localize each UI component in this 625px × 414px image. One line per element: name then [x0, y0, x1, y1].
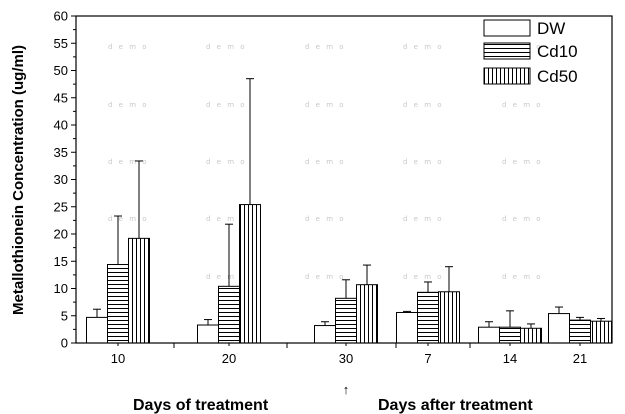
- bars-layer: [86, 78, 612, 344]
- watermark-layer: d e m o d e m o d e m o d e m o d e m o d e m…: [108, 43, 543, 281]
- bar-cd10-20: [218, 285, 240, 344]
- watermark-text: d e m o: [108, 158, 149, 166]
- watermark-text: d e m o: [206, 273, 247, 281]
- x-tick-label: 30: [339, 351, 353, 366]
- watermark-text: d e m o: [403, 101, 444, 109]
- y-tick-label: 60: [54, 9, 68, 24]
- watermark-text: d e m o: [206, 158, 247, 166]
- bar-cd10-7: [417, 291, 439, 344]
- watermark-text: d e m o: [108, 101, 149, 109]
- x-tick-label: 10: [111, 351, 125, 366]
- y-tick-label: 55: [54, 36, 68, 51]
- legend: DW Cd10 Cd50: [483, 19, 578, 86]
- watermark-text: d e m o: [206, 215, 247, 223]
- y-tick-label: 25: [54, 199, 68, 214]
- watermark-text: d e m o: [502, 158, 543, 166]
- watermark-text: d e m o: [305, 273, 346, 281]
- bar-cd50-21: [590, 320, 612, 344]
- x-tick-label: 21: [573, 351, 587, 366]
- watermark-text: d e m o: [108, 215, 149, 223]
- watermark-text: d e m o: [305, 101, 346, 109]
- legend-label-cd10: Cd10: [537, 42, 578, 61]
- watermark-text: d e m o: [305, 158, 346, 166]
- bar-dw-10: [86, 316, 108, 344]
- y-tick-label: 0: [61, 336, 68, 351]
- bar-dw-7: [396, 311, 418, 344]
- bar-cd10-10: [107, 264, 129, 344]
- watermark-text: d e m o: [206, 101, 247, 109]
- bar-cd50-30: [356, 284, 378, 344]
- y-tick-label: 40: [54, 118, 68, 133]
- bar-cd50-20: [239, 204, 261, 344]
- watermark-text: d e m o: [403, 215, 444, 223]
- watermark-text: d e m o: [403, 273, 444, 281]
- watermark-text: d e m o: [502, 101, 543, 109]
- watermark-text: d e m o: [403, 43, 444, 51]
- legend-swatch-cd10: [483, 42, 531, 60]
- x-tick-label: 14: [503, 351, 517, 366]
- y-tick-label: 15: [54, 254, 68, 269]
- y-tick-label: 35: [54, 145, 68, 160]
- plot-frame: [75, 15, 613, 344]
- watermark-text: d e m o: [403, 158, 444, 166]
- watermark-text: d e m o: [305, 215, 346, 223]
- legend-label-dw: DW: [537, 19, 565, 38]
- watermark-text: d e m o: [206, 43, 247, 51]
- bar-cd10-14: [499, 326, 521, 344]
- y-tick-label: 50: [54, 63, 68, 78]
- y-tick-label: 30: [54, 172, 68, 187]
- bar-cd50-10: [128, 237, 150, 344]
- bar-dw-21: [548, 313, 570, 344]
- bar-dw-20: [197, 324, 219, 344]
- legend-swatch-cd50: [483, 67, 531, 85]
- watermark-text: d e m o: [108, 43, 149, 51]
- watermark-text: d e m o: [502, 273, 543, 281]
- bar-dw-30: [314, 325, 336, 344]
- x-tick-label: 7: [424, 351, 431, 366]
- bar-cd10-21: [569, 319, 591, 344]
- arrow-up-icon: ↑: [343, 382, 350, 397]
- y-tick-label: 20: [54, 227, 68, 242]
- bar-cd50-14: [520, 327, 542, 344]
- y-tick-label: 5: [61, 308, 68, 323]
- legend-label-cd50: Cd50: [537, 67, 578, 86]
- legend-swatch-dw: [483, 19, 531, 37]
- watermark-text: d e m o: [502, 215, 543, 223]
- y-axis-title: Metallothionein Concentration (ug/ml): [10, 45, 27, 315]
- bar-dw-14: [478, 326, 500, 344]
- axes-layer: 0 5 10 15 20 25 30 35 40 45 50 55 60 10 20 30 7 14 21: [54, 9, 613, 366]
- y-tick-label: 45: [54, 90, 68, 105]
- watermark-text: d e m o: [305, 43, 346, 51]
- bar-cd10-30: [335, 297, 357, 344]
- bar-cd50-7: [438, 291, 460, 344]
- group-label-after-treatment: Days after treatment: [378, 397, 533, 414]
- x-tick-label: 20: [222, 351, 236, 366]
- group-label-treatment: Days of treatment: [133, 397, 269, 414]
- y-tick-label: 10: [54, 281, 68, 296]
